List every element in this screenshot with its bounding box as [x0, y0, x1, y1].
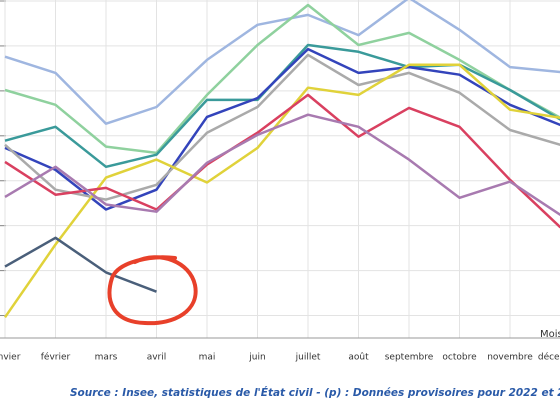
- x-tick-label: mars: [95, 353, 118, 363]
- x-tick-label: juin: [248, 353, 265, 363]
- series-line: [4, 47, 560, 211]
- x-tick-label: octobre: [442, 353, 477, 363]
- series-line: [4, 236, 157, 293]
- x-tick-label: août: [348, 353, 369, 363]
- x-tick-label: décembre: [538, 352, 560, 363]
- x-tick-label: novembre: [487, 353, 533, 363]
- x-tick-label: avril: [147, 353, 167, 363]
- series-line: [4, 3, 560, 155]
- x-axis-label: Mois: [540, 329, 560, 340]
- series-line: [4, 0, 560, 125]
- hand-drawn-circle: [107, 255, 198, 326]
- x-tick-label: janvier: [0, 353, 21, 363]
- x-tick-label: juillet: [295, 353, 321, 363]
- grid: janvier février mars avril mai juin juillet aoû…: [0, 0, 560, 363]
- series-line: [4, 113, 560, 216]
- x-tick-label: février: [41, 352, 71, 363]
- x-tick-label: mai: [199, 353, 216, 363]
- source: Source : Insee, statistiques de l'État c…: [70, 386, 560, 399]
- series-line: [4, 93, 560, 229]
- series-line: [4, 53, 560, 201]
- x-tick-label: septembre: [385, 353, 434, 363]
- lines: [3, 0, 560, 319]
